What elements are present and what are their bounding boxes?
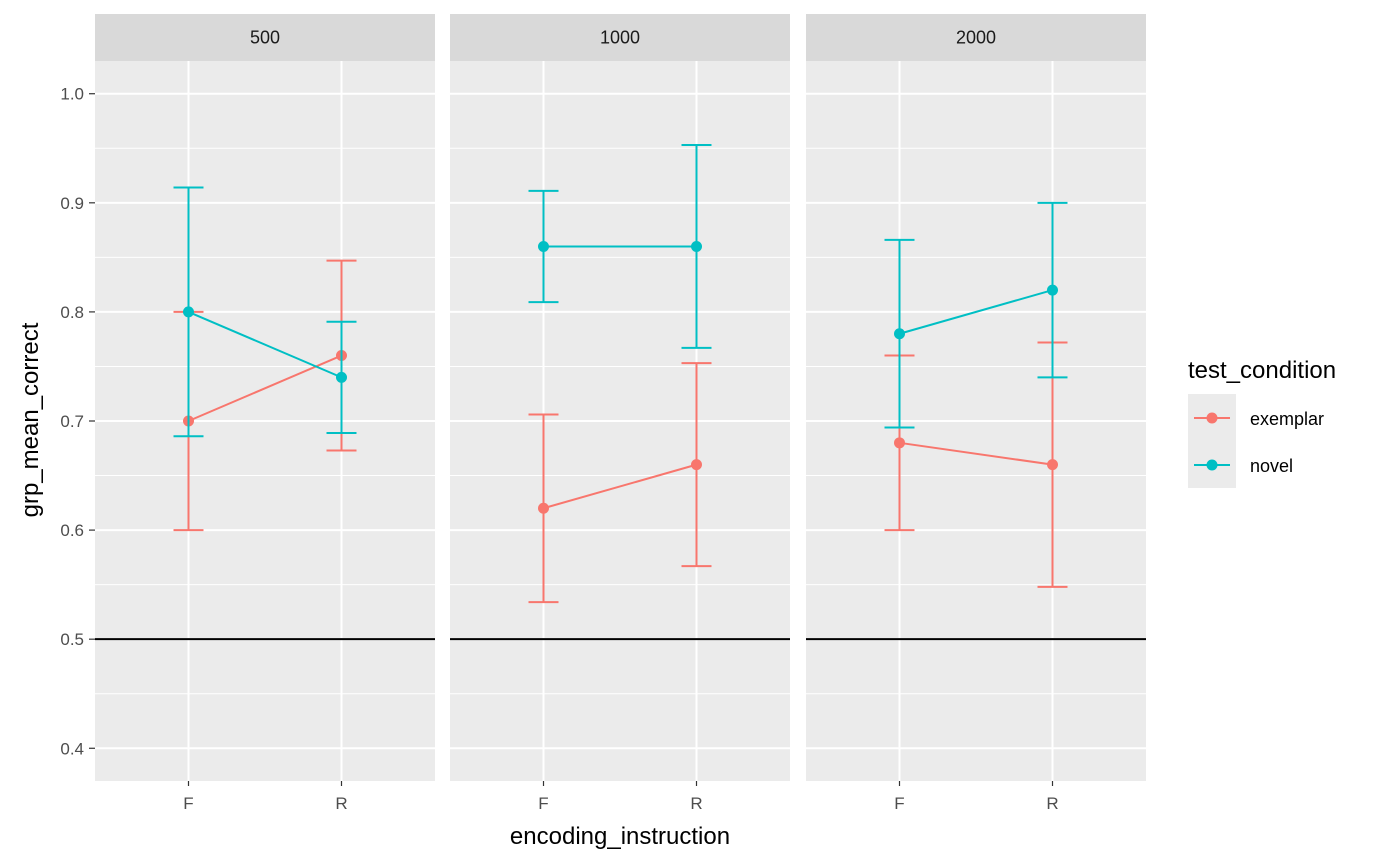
- data-point: [183, 306, 194, 318]
- series-novel: [884, 201, 1068, 429]
- legend-key-point: [1206, 459, 1218, 471]
- x-tick-label: R: [690, 794, 702, 813]
- x-axis-title: encoding_instruction: [510, 823, 730, 850]
- data-point: [691, 240, 702, 252]
- y-tick-label: 0.6: [60, 521, 84, 540]
- legend-key-point: [1206, 412, 1218, 424]
- series-line: [188, 310, 342, 379]
- y-tick-label: 1.0: [60, 85, 84, 104]
- y-axis: 0.4 0.5 0.6 0.7 0.8 0.9 1.0: [60, 85, 95, 758]
- x-tick-label: F: [894, 794, 904, 813]
- data-point: [1047, 459, 1058, 471]
- series-line: [543, 463, 697, 510]
- series-novel: [173, 186, 357, 438]
- facet-strip-label: 2000: [956, 28, 996, 48]
- facet-strip: [806, 14, 1146, 61]
- data-point: [894, 437, 905, 449]
- facet-strip: [95, 14, 435, 61]
- data-point: [538, 240, 549, 252]
- y-tick-label: 0.9: [60, 194, 84, 213]
- legend-entry-exemplar: exemplar: [1194, 409, 1324, 429]
- data-point: [336, 371, 347, 383]
- facet-strip-label: 500: [250, 28, 280, 48]
- legend-title: test_condition: [1188, 357, 1336, 384]
- facet-panels: 500 F R 1000 F R 2000 F R: [95, 14, 1146, 813]
- legend-label: exemplar: [1250, 409, 1324, 429]
- y-tick-label: 0.8: [60, 303, 84, 322]
- facet-strip: [450, 14, 790, 61]
- y-tick-label: 0.5: [60, 630, 84, 649]
- data-point: [691, 459, 702, 471]
- legend-label: novel: [1250, 456, 1293, 476]
- facet-panel-500: 500 F R: [95, 14, 435, 813]
- y-tick-label: 0.4: [60, 739, 84, 758]
- facet-panel-2000: 2000 F R: [806, 14, 1146, 813]
- y-axis-title: grp_mean_correct: [17, 322, 44, 517]
- x-tick-label: R: [1046, 794, 1058, 813]
- facet-panel-1000: 1000 F R: [450, 14, 790, 813]
- legend-entries: exemplar novel: [1194, 409, 1324, 476]
- data-point: [538, 502, 549, 514]
- x-tick-label: F: [183, 794, 193, 813]
- series-exemplar: [528, 362, 712, 604]
- data-point: [1047, 284, 1058, 296]
- series-line: [899, 289, 1053, 335]
- facet-strip-label: 1000: [600, 28, 640, 48]
- legend: test_condition exemplar novel: [1188, 357, 1336, 488]
- legend-entry-novel: novel: [1194, 456, 1293, 476]
- x-tick-label: F: [538, 794, 548, 813]
- series-line: [899, 441, 1053, 466]
- x-tick-label: R: [335, 794, 347, 813]
- series-novel: [528, 144, 712, 349]
- data-point: [894, 328, 905, 340]
- y-tick-label: 0.7: [60, 412, 84, 431]
- legend-key-background: [1188, 394, 1236, 488]
